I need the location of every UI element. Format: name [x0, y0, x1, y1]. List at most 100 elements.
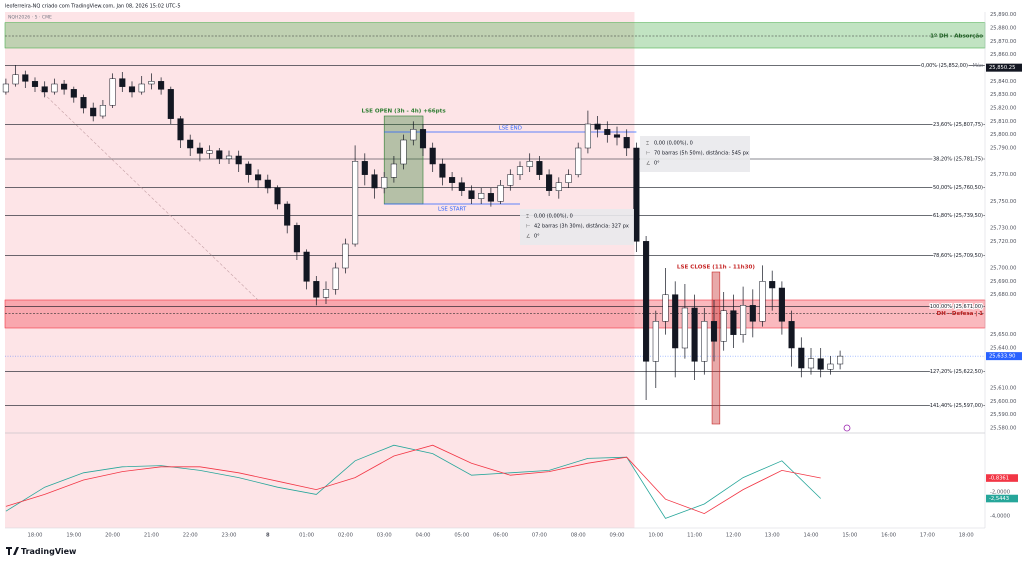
measure-text: 42 barras (3h 30m), distância: 327 px — [534, 223, 629, 230]
indicator-value-label: -0,8361 — [989, 476, 1009, 482]
zone — [4, 299, 986, 329]
symbol: NQH2026 · 5 · CME — [8, 15, 52, 21]
candle-body — [216, 150, 223, 159]
candle-body — [643, 241, 650, 362]
candle-body — [720, 310, 727, 342]
y-tick-label: 25,730.00 — [990, 226, 1016, 232]
candle-body — [158, 81, 165, 90]
candle-body — [740, 305, 747, 335]
candle-body — [788, 321, 795, 349]
measure-text: 0° — [534, 234, 540, 240]
candle-body — [730, 310, 737, 335]
x-tick-label: 13:00 — [765, 533, 780, 539]
candle-body — [478, 193, 485, 199]
zone-label: DH - Defesa | 1 — [937, 311, 984, 317]
measure-icon: ⌶ — [526, 214, 529, 220]
x-tick-label: 12:00 — [726, 533, 741, 539]
indicator-value-box — [986, 494, 1018, 503]
y-tick-label: 25,890.00 — [990, 12, 1016, 18]
candle-body — [778, 287, 785, 322]
fib-label: 78,60% (25,709,50) — [933, 253, 983, 259]
candle-body — [449, 177, 456, 183]
candle-body — [148, 81, 155, 85]
measure-text: 0,00 (0,00%), 0 — [654, 141, 693, 147]
candle-body — [31, 81, 39, 87]
x-tick-label: 06:00 — [493, 533, 508, 539]
candle-body — [332, 267, 339, 290]
candle-body — [284, 203, 291, 226]
y-tick-label: 25,770.00 — [990, 172, 1016, 178]
candle-body — [807, 358, 815, 369]
x-tick-label: 18:00 — [28, 533, 43, 539]
candle-body — [798, 347, 805, 369]
candle-body — [371, 174, 378, 189]
brand: TradingView — [21, 547, 77, 556]
x-tick-label: 08:00 — [571, 533, 586, 539]
candle-body — [516, 166, 524, 175]
fib-label: 38,20% (25,781,75) — [933, 157, 983, 163]
candle-body — [390, 163, 397, 178]
candle-body — [225, 155, 233, 159]
candle-body — [623, 137, 630, 149]
candle-body — [419, 129, 427, 149]
candle-body — [70, 89, 77, 98]
x-tick-label: 19:00 — [66, 533, 81, 539]
x-tick-label: 22:00 — [183, 533, 198, 539]
candle-body — [99, 105, 106, 117]
indicator-value-box — [986, 474, 1018, 482]
main-layer — [2, 65, 844, 519]
candle-body — [458, 182, 465, 191]
box-label: LSE CLOSE (11h - 11h30) — [677, 265, 755, 271]
x-tick-label: 17:00 — [920, 533, 935, 539]
event-icon[interactable] — [843, 424, 851, 432]
y-tick-label: 25,810.00 — [990, 119, 1016, 125]
zone-label: 1º DH - Absorção — [930, 33, 983, 40]
indicator-tick-label: -4,0000 — [990, 514, 1010, 520]
candle-body — [487, 193, 494, 202]
y-tick-label: 25,580.00 — [990, 426, 1016, 432]
y-tick-label: 25,860.00 — [990, 52, 1016, 58]
candle-body — [245, 163, 252, 175]
logo-icon — [6, 547, 19, 555]
measure-text: 70 barras (5h 50m), distância: 545 px — [654, 150, 749, 157]
y-tick-label: 25,790.00 — [990, 146, 1016, 152]
trend-line — [39, 89, 259, 301]
candle-body — [536, 161, 543, 175]
y-tick-label: 25,610.00 — [990, 386, 1016, 392]
measure-box — [640, 136, 750, 172]
indicator-value-label: -2,5443 — [989, 496, 1009, 502]
candle-body — [109, 78, 116, 106]
measure-box — [520, 209, 634, 245]
y-tick-label: 25,720.00 — [990, 239, 1016, 245]
y-tick-label: 25,700.00 — [990, 266, 1016, 272]
candle-body — [429, 147, 436, 165]
fib-note: Máx — [973, 62, 983, 69]
candle-body — [468, 190, 475, 199]
session-shade — [5, 12, 635, 528]
candle-body — [293, 225, 300, 253]
author-line: leoferreira-NQ criado com TradingView.co… — [5, 4, 181, 10]
candle-body — [565, 174, 572, 183]
candle-body — [652, 321, 659, 362]
x-tick-label: 15:00 — [842, 533, 857, 539]
y-tick-label: 25,830.00 — [990, 92, 1016, 98]
axis-marker-box — [986, 63, 1022, 72]
x-tick-label: 11:00 — [687, 533, 702, 539]
candle-body — [817, 358, 824, 370]
x-tick-label: 03:00 — [377, 533, 392, 539]
lse-label: LSE START — [438, 207, 467, 213]
y-tick-label: 25,680.00 — [990, 292, 1016, 298]
candle-body — [691, 307, 698, 362]
candle-body — [235, 155, 242, 165]
candle-body — [61, 83, 68, 90]
candle-body — [352, 161, 359, 245]
y-tick-label: 25,880.00 — [990, 26, 1016, 32]
candle-body — [206, 150, 213, 154]
candle-body — [555, 182, 562, 191]
candle-body — [613, 134, 621, 138]
candle-body — [633, 147, 640, 242]
candle-body — [138, 83, 145, 93]
x-tick-label: 05:00 — [454, 533, 469, 539]
candle-body — [526, 161, 533, 167]
indicator-line — [5, 444, 821, 519]
